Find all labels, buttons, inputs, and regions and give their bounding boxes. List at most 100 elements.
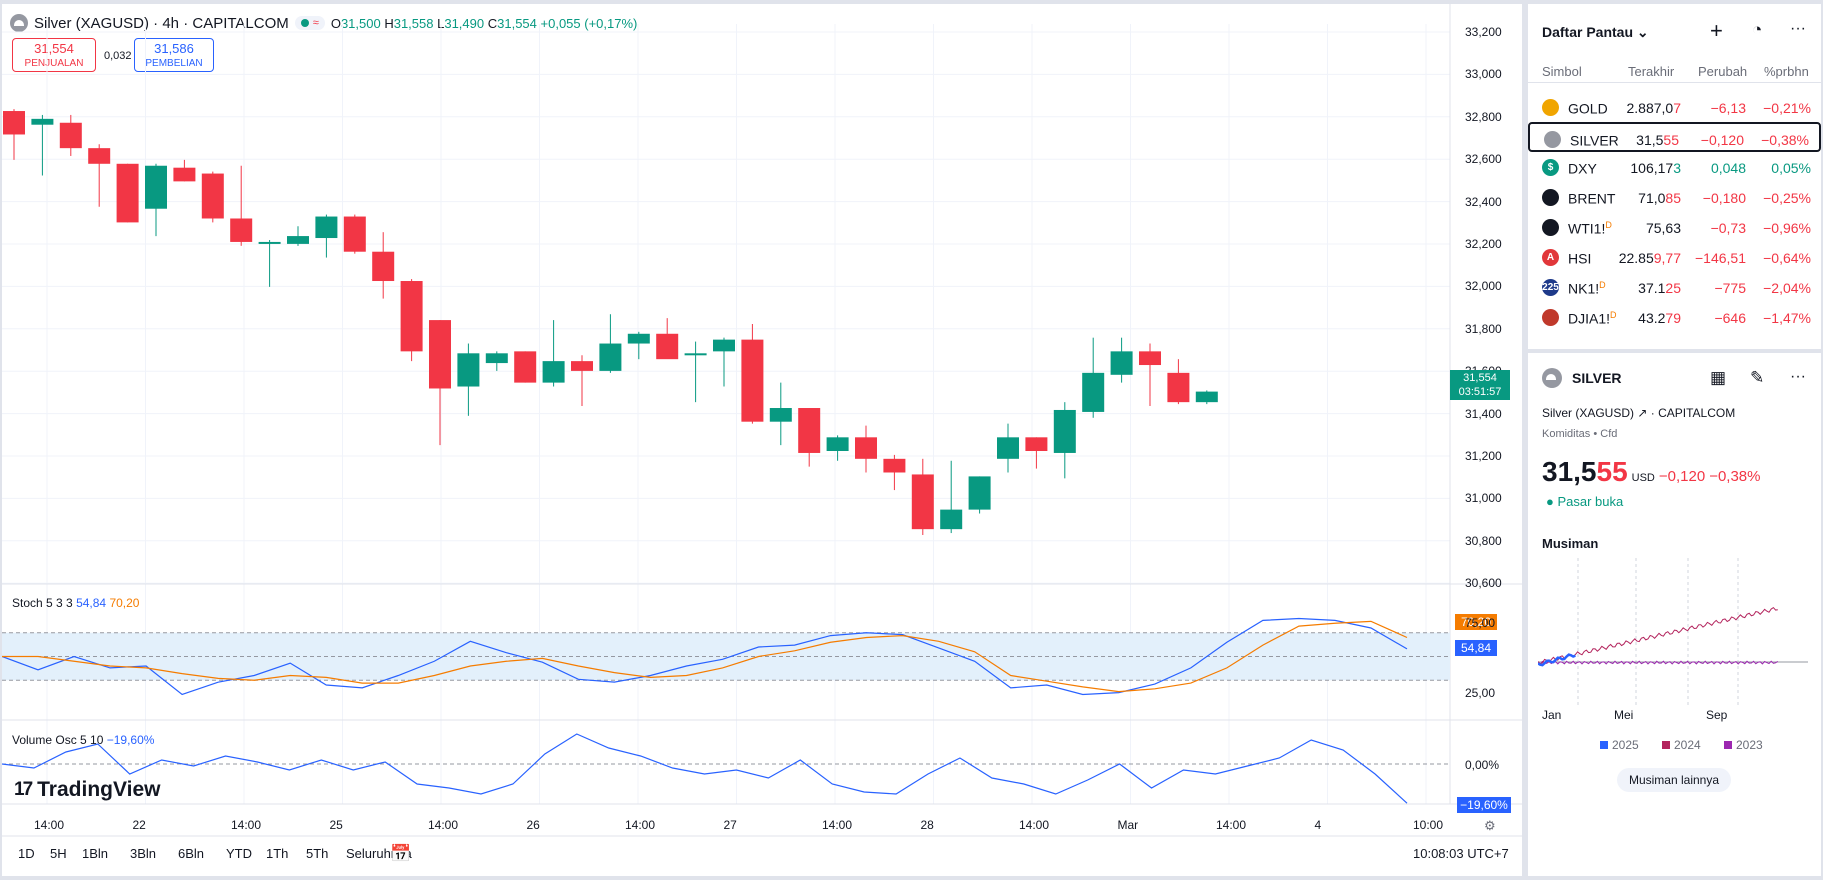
sell-button[interactable]: 31,554 PENJUALAN [12, 38, 96, 72]
candle-body[interactable] [287, 236, 309, 244]
grid-icon[interactable]: ▦ [1710, 368, 1727, 387]
seasonal-chart[interactable] [1538, 558, 1808, 708]
row-change: −146,51 [1695, 250, 1746, 266]
settings-icon[interactable]: ⚙ [1484, 818, 1496, 833]
time-tick: 28 [920, 818, 934, 832]
more-icon[interactable]: ··· [1790, 20, 1806, 37]
watchlist-row-wti1[interactable]: WTI1!D 75,63 −0,73 −0,96% [1528, 212, 1821, 242]
more-seasonals-button[interactable]: Musiman lainnya [1617, 768, 1731, 792]
candle-body[interactable] [1025, 437, 1048, 451]
col-change-pct[interactable]: %prbhn [1764, 64, 1809, 79]
market-open-icon [300, 19, 309, 27]
candle-body[interactable] [713, 339, 735, 352]
market-status-pill[interactable]: ≈ [294, 16, 325, 30]
chart-panel[interactable]: Silver (XAGUSD) · 4h · CAPITALCOM ≈ O31,… [2, 4, 1522, 876]
candle-body[interactable] [31, 118, 54, 125]
detail-symbol[interactable]: SILVER [1572, 370, 1622, 386]
legend-2025[interactable]: 2025 [1600, 738, 1639, 752]
row-symbol: DJIA1!D [1568, 310, 1617, 327]
candle-body[interactable] [911, 474, 934, 530]
time-tick: 27 [723, 818, 737, 832]
range-5th[interactable]: 5Th [306, 846, 329, 861]
col-last[interactable]: Terakhir [1628, 64, 1675, 79]
candle-body[interactable] [116, 163, 139, 223]
date-range-icon[interactable]: 📅 [390, 844, 412, 863]
candle-body[interactable] [656, 333, 679, 360]
range-5h[interactable]: 5H [50, 846, 67, 861]
candle-body[interactable] [457, 353, 480, 387]
candle-body[interactable] [798, 408, 821, 453]
candle-body[interactable] [400, 281, 423, 352]
pie-chart-icon[interactable]: ◔ [1752, 20, 1763, 39]
candle-body[interactable] [826, 437, 849, 451]
watchlist-row-hsi[interactable]: A HSI 22.859,77 −146,51 −0,64% [1528, 242, 1821, 272]
clock[interactable]: 10:08:03 UTC+7 [1413, 846, 1509, 861]
col-change[interactable]: Perubah [1698, 64, 1748, 79]
watchlist-row-silver[interactable]: SILVER 31,555 −0,120 −0,38% [1528, 122, 1821, 152]
symbol-logo-icon [1542, 309, 1559, 326]
candle-body[interactable] [258, 241, 281, 244]
edit-icon[interactable]: ✎ [1750, 368, 1765, 387]
candle-body[interactable] [542, 361, 565, 383]
candle-body[interactable] [343, 216, 366, 252]
watchlist-row-brent[interactable]: BRENT 71,085 −0,180 −0,25% [1528, 182, 1821, 212]
candle-body[interactable] [3, 111, 25, 135]
time-tick: 14:00 [231, 818, 262, 832]
candle-body[interactable] [968, 476, 991, 510]
tradingview-logo[interactable]: 17 TradingView [14, 778, 161, 801]
candle-body[interactable] [571, 361, 593, 371]
candle-body[interactable] [741, 339, 764, 422]
col-symbol[interactable]: Simbol [1542, 64, 1582, 79]
watchlist-title[interactable]: Daftar Pantau ⌄ [1542, 24, 1649, 40]
candle-body[interactable] [997, 437, 1019, 459]
watchlist-row-nk1[interactable]: 225 NK1!D 37.125 −775 −2,04% [1528, 272, 1821, 302]
range-ytd[interactable]: YTD [226, 846, 252, 861]
range-1bln[interactable]: 1Bln [82, 846, 109, 861]
candle-body[interactable] [429, 320, 451, 389]
range-3bln[interactable]: 3Bln [130, 846, 157, 861]
candle-body[interactable] [59, 122, 82, 149]
candle-body[interactable] [315, 216, 338, 239]
add-symbol-icon[interactable]: + [1710, 18, 1723, 43]
time-tick: 10:00 [1413, 818, 1444, 832]
candle-body[interactable] [201, 173, 224, 219]
symbol-title[interactable]: Silver (XAGUSD) · 4h · CAPITALCOM [34, 14, 289, 32]
candle-body[interactable] [1195, 391, 1218, 403]
candle-body[interactable] [1082, 372, 1105, 412]
candle-body[interactable] [514, 351, 537, 383]
candle-body[interactable] [883, 458, 906, 473]
legend-2023[interactable]: 2023 [1724, 738, 1763, 752]
range-6bln[interactable]: 6Bln [178, 846, 205, 861]
watchlist-row-djia1[interactable]: DJIA1!D 43.279 −646 −1,47% [1528, 302, 1821, 332]
volosc-legend: Volume Osc 5 10 −19,60% [12, 733, 155, 747]
candle-body[interactable] [173, 167, 196, 182]
candle-body[interactable] [1110, 351, 1133, 375]
candle-body[interactable] [145, 165, 167, 209]
range-1d[interactable]: 1D [18, 846, 35, 861]
candle-body[interactable] [1167, 372, 1190, 403]
candle-body[interactable] [684, 353, 707, 356]
time-tick: 26 [526, 818, 540, 832]
candle-body[interactable] [855, 437, 877, 459]
candle-body[interactable] [627, 333, 650, 344]
buy-button[interactable]: 31,586 PEMBELIAN [134, 38, 214, 72]
stoch-d-line [2, 620, 1408, 693]
watchlist-row-dxy[interactable]: $ DXY 106,173 0,048 0,05% [1528, 152, 1821, 182]
watchlist-row-gold[interactable]: GOLD 2.887,07 −6,13 −0,21% [1528, 92, 1821, 122]
price-chart[interactable] [2, 4, 1522, 876]
candle-body[interactable] [88, 148, 111, 164]
legend-2024[interactable]: 2024 [1662, 738, 1701, 752]
candle-body[interactable] [1053, 409, 1076, 453]
range-seluruhnya[interactable]: Seluruhnya [346, 846, 412, 861]
candle-body[interactable] [940, 509, 963, 530]
row-change: −0,180 [1702, 190, 1746, 206]
candle-body[interactable] [230, 218, 253, 242]
candle-body[interactable] [1139, 351, 1161, 366]
detail-description[interactable]: Silver (XAGUSD) ↗ · CAPITALCOM [1542, 406, 1736, 420]
candle-body[interactable] [372, 251, 395, 282]
candle-body[interactable] [485, 353, 508, 364]
candle-body[interactable] [599, 343, 622, 371]
range-1th[interactable]: 1Th [266, 846, 289, 861]
candle-body[interactable] [769, 408, 792, 422]
more-icon[interactable]: ··· [1790, 368, 1806, 385]
